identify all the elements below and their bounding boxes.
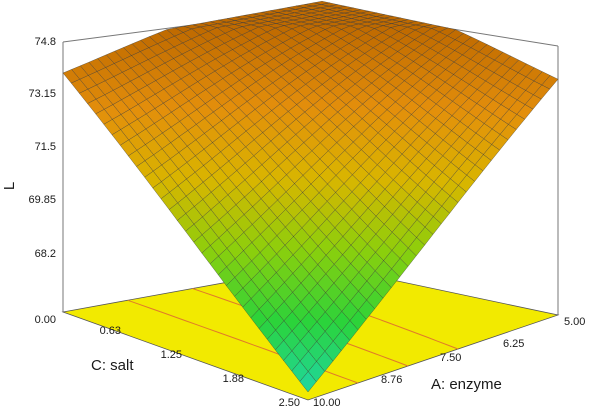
salt-axis-title: C: salt bbox=[91, 357, 134, 374]
enzyme-tick-label: 6.25 bbox=[503, 338, 524, 350]
enzyme-tick-label: 8.76 bbox=[381, 374, 402, 386]
z-axis-title: L bbox=[1, 182, 18, 190]
salt-tick-label: 1.88 bbox=[223, 373, 244, 385]
surface-cell bbox=[299, 371, 317, 393]
z-tick-label: 69.85 bbox=[28, 194, 56, 206]
salt-tick-label: 0.63 bbox=[100, 325, 121, 337]
enzyme-tick-label: 7.50 bbox=[440, 352, 461, 364]
salt-axis-ticks: 0.00 0.63 1.25 1.88 2.50 bbox=[35, 314, 300, 408]
enzyme-axis-title: A: enzyme bbox=[431, 376, 502, 393]
salt-tick-label: 1.25 bbox=[161, 349, 182, 361]
enzyme-axis-ticks: 5.00 6.25 7.50 8.76 10.00 bbox=[313, 316, 585, 408]
z-tick-label: 68.2 bbox=[35, 248, 56, 260]
salt-tick-label: 2.50 bbox=[279, 397, 300, 408]
z-tick-label: 74.8 bbox=[35, 36, 56, 48]
z-axis-ticks: 68.2 69.85 71.5 73.15 74.8 bbox=[28, 36, 56, 260]
z-tick-label: 71.5 bbox=[35, 141, 56, 153]
response-surface bbox=[62, 1, 559, 393]
enzyme-tick-label: 5.00 bbox=[564, 316, 585, 328]
z-tick-label: 73.15 bbox=[28, 88, 56, 100]
salt-tick-label: 0.00 bbox=[35, 314, 56, 326]
enzyme-tick-label: 10.00 bbox=[313, 397, 341, 408]
